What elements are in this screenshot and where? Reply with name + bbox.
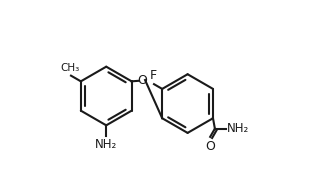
Text: O: O <box>205 140 215 153</box>
Text: CH₃: CH₃ <box>60 63 80 73</box>
Text: O: O <box>137 74 147 87</box>
Text: NH₂: NH₂ <box>227 122 249 135</box>
Text: NH₂: NH₂ <box>95 138 117 151</box>
Text: F: F <box>150 69 156 82</box>
